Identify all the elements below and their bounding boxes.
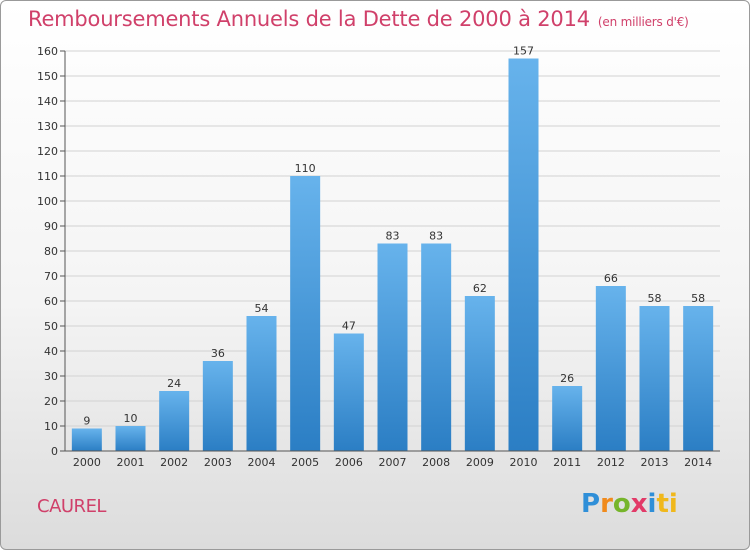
y-tick-label: 50 — [44, 320, 58, 333]
y-tick-label: 40 — [44, 345, 58, 358]
bars — [71, 58, 714, 451]
logo-letter: r — [600, 489, 613, 519]
bar — [115, 426, 146, 451]
data-labels: 9 10 24 36 54 110 47 83 83 62 157 26 66 58 58 — [83, 45, 705, 428]
x-tick-label: 2009 — [466, 456, 494, 469]
y-tick-label: 90 — [44, 220, 58, 233]
y-tick-label: 0 — [51, 445, 58, 458]
x-tick-label: 2008 — [422, 456, 450, 469]
y-tick-label: 70 — [44, 270, 58, 283]
y-tick-label: 20 — [44, 395, 58, 408]
x-axis: 2000 2001 2002 2003 2004 2005 2006 2007 2008 2009… — [65, 450, 720, 469]
bar — [595, 286, 626, 451]
bar — [552, 386, 583, 451]
x-tick-label: 2001 — [117, 456, 145, 469]
y-tick-label: 60 — [44, 295, 58, 308]
proxiti-logo[interactable]: Proxiti — [581, 489, 678, 519]
data-label: 47 — [342, 320, 356, 333]
x-tick-label: 2012 — [597, 456, 625, 469]
x-tick-label: 2003 — [204, 456, 232, 469]
data-label: 26 — [560, 372, 574, 385]
chart-title: Remboursements Annuels de la Dette de 20… — [28, 7, 689, 31]
x-tick-label: 2004 — [248, 456, 276, 469]
data-label: 9 — [83, 415, 90, 428]
y-tick-label: 140 — [37, 95, 58, 108]
data-label: 66 — [604, 272, 618, 285]
data-label: 24 — [167, 377, 181, 390]
y-tick-label: 10 — [44, 420, 58, 433]
x-tick-label: 2013 — [641, 456, 669, 469]
y-axis: 0 10 20 30 40 50 60 70 80 90 100 110 120 130 140 150 160 — [37, 45, 66, 458]
x-tick-label: 2014 — [684, 456, 712, 469]
x-tick-label: 2000 — [73, 456, 101, 469]
y-tick-label: 160 — [37, 45, 58, 58]
bar — [508, 58, 539, 451]
y-tick-label: 150 — [37, 70, 58, 83]
bar — [246, 316, 277, 451]
bar — [683, 306, 714, 451]
bar — [159, 391, 190, 451]
commune-name: CAUREL — [37, 496, 106, 517]
x-tick-label: 2007 — [379, 456, 407, 469]
logo-letter: i — [647, 489, 657, 519]
x-tick-label: 2010 — [510, 456, 538, 469]
bar — [71, 428, 102, 451]
logo-letter: o — [612, 489, 631, 519]
x-tick-label: 2011 — [553, 456, 581, 469]
data-label: 58 — [648, 292, 662, 305]
bar — [333, 333, 364, 451]
bar — [421, 243, 452, 451]
y-tick-label: 120 — [37, 145, 58, 158]
data-label: 62 — [473, 282, 487, 295]
y-tick-label: 30 — [44, 370, 58, 383]
y-tick-label: 80 — [44, 245, 58, 258]
data-label: 83 — [429, 230, 443, 243]
data-label: 83 — [386, 230, 400, 243]
data-label: 54 — [255, 302, 269, 315]
chart-unit: (en milliers d'€) — [597, 15, 689, 29]
bar — [290, 176, 321, 451]
logo-letter: x — [630, 489, 648, 519]
chart-title-text: Remboursements Annuels de la Dette de 20… — [28, 7, 590, 31]
y-tick-label: 110 — [37, 170, 58, 183]
logo-letter: ti — [656, 489, 678, 519]
bar — [639, 306, 670, 451]
x-tick-label: 2005 — [291, 456, 319, 469]
data-label: 36 — [211, 347, 225, 360]
bar — [377, 243, 408, 451]
x-tick-label: 2002 — [160, 456, 188, 469]
data-label: 157 — [513, 45, 534, 58]
y-tick-label: 100 — [37, 195, 58, 208]
data-label: 110 — [295, 162, 316, 175]
x-tick-label: 2006 — [335, 456, 363, 469]
data-label: 58 — [691, 292, 705, 305]
data-label: 10 — [124, 412, 138, 425]
logo-letter: P — [581, 489, 601, 519]
bar — [202, 361, 233, 451]
bar — [464, 296, 495, 451]
y-tick-label: 130 — [37, 120, 58, 133]
